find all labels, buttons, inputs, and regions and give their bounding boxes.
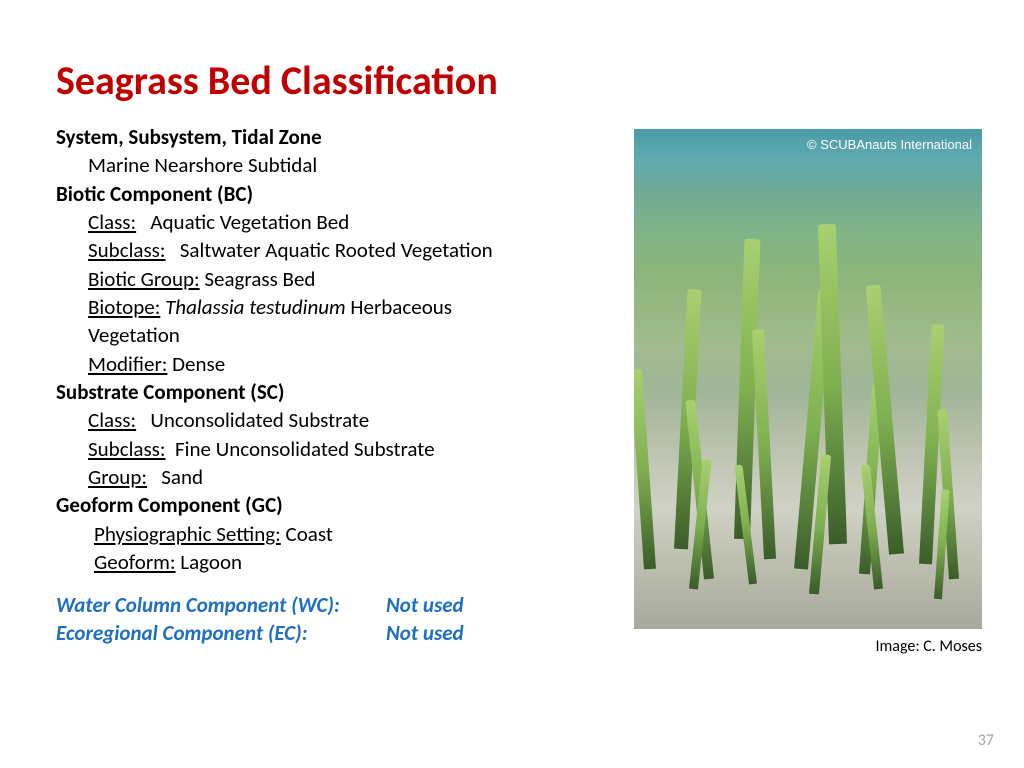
content-row: System, Subsystem, Tidal Zone Marine Nea… (56, 123, 976, 656)
system-value: Marine Nearshore Subtidal (88, 151, 616, 179)
geoform-geoform-value: Lagoon (180, 549, 242, 575)
system-head: System, Subsystem, Tidal Zone (56, 123, 616, 151)
biotic-modifier: Modifier: Dense (88, 350, 616, 378)
biotic-subclass-value: Saltwater Aquatic Rooted Vegetation (180, 237, 493, 263)
biotic-modifier-value: Dense (172, 351, 225, 377)
footer-block: Water Column Component (WC): Not used Ec… (56, 591, 616, 648)
footer-ec: Ecoregional Component (EC): Not used (56, 619, 616, 647)
biotic-biotope: Biotope: Thalassia testudinum Herbaceous (88, 293, 616, 321)
biotic-group: Biotic Group: Seagrass Bed (88, 265, 616, 293)
substrate-group-label: Group: (88, 464, 147, 490)
substrate-class: Class: Unconsolidated Substrate (88, 406, 616, 434)
biotic-class-label: Class: (88, 209, 136, 235)
substrate-subclass-value: Fine Unconsolidated Substrate (175, 436, 435, 462)
substrate-subclass: Subclass: Fine Unconsolidated Substrate (88, 435, 616, 463)
biotic-class-value: Aquatic Vegetation Bed (150, 209, 349, 235)
biotic-biotope-label: Biotope: (88, 294, 160, 320)
biotic-biotope-line2: Vegetation (88, 321, 616, 349)
text-column: System, Subsystem, Tidal Zone Marine Nea… (56, 123, 616, 656)
geoform-setting-value: Coast (286, 521, 333, 547)
footer-wc-value: Not used (386, 591, 464, 619)
geoform-setting: Physiographic Setting: Coast (94, 520, 616, 548)
footer-wc-label: Water Column Component (WC): (56, 591, 386, 619)
biotic-subclass-label: Subclass: (88, 237, 166, 263)
substrate-group: Group: Sand (88, 463, 616, 491)
slide-title: Seagrass Bed Classification (56, 56, 976, 105)
biotic-subclass: Subclass: Saltwater Aquatic Rooted Veget… (88, 236, 616, 264)
geoform-head: Geoform Component (GC) (56, 491, 616, 519)
substrate-head: Substrate Component (SC) (56, 378, 616, 406)
substrate-subclass-label: Subclass: (88, 436, 166, 462)
biotic-modifier-label: Modifier: (88, 351, 167, 377)
seagrass-photo: © SCUBAnauts International (634, 129, 982, 629)
biotic-biotope-rest: Herbaceous (350, 294, 452, 320)
geoform-geoform: Geoform: Lagoon (94, 548, 616, 576)
slide: Seagrass Bed Classification System, Subs… (0, 0, 1024, 768)
photo-watermark: © SCUBAnauts International (807, 137, 972, 152)
substrate-class-label: Class: (88, 407, 136, 433)
biotic-group-value: Seagrass Bed (204, 266, 315, 292)
photo-caption: Image: C. Moses (634, 637, 982, 656)
image-column: © SCUBAnauts International Image: C. Mos… (634, 129, 982, 656)
substrate-group-value: Sand (161, 464, 203, 490)
geoform-geoform-label: Geoform: (94, 549, 176, 575)
biotic-biotope-italic: Thalassia testudinum (165, 294, 346, 320)
footer-wc: Water Column Component (WC): Not used (56, 591, 616, 619)
footer-ec-value: Not used (386, 619, 464, 647)
substrate-class-value: Unconsolidated Substrate (150, 407, 369, 433)
biotic-group-label: Biotic Group: (88, 266, 200, 292)
slide-number: 37 (978, 731, 994, 750)
biotic-head: Biotic Component (BC) (56, 180, 616, 208)
footer-ec-label: Ecoregional Component (EC): (56, 619, 386, 647)
geoform-setting-label: Physiographic Setting: (94, 521, 281, 547)
biotic-class: Class: Aquatic Vegetation Bed (88, 208, 616, 236)
